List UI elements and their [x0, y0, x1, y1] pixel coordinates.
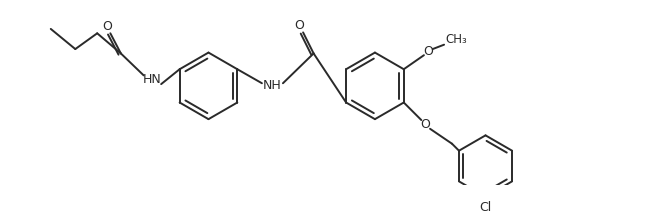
Text: NH: NH	[263, 79, 282, 92]
Text: O: O	[102, 20, 112, 33]
Text: HN: HN	[143, 73, 162, 86]
Text: O: O	[423, 45, 434, 58]
Text: O: O	[421, 118, 430, 131]
Text: O: O	[294, 19, 305, 32]
Text: Cl: Cl	[480, 201, 491, 211]
Text: CH₃: CH₃	[445, 33, 467, 46]
